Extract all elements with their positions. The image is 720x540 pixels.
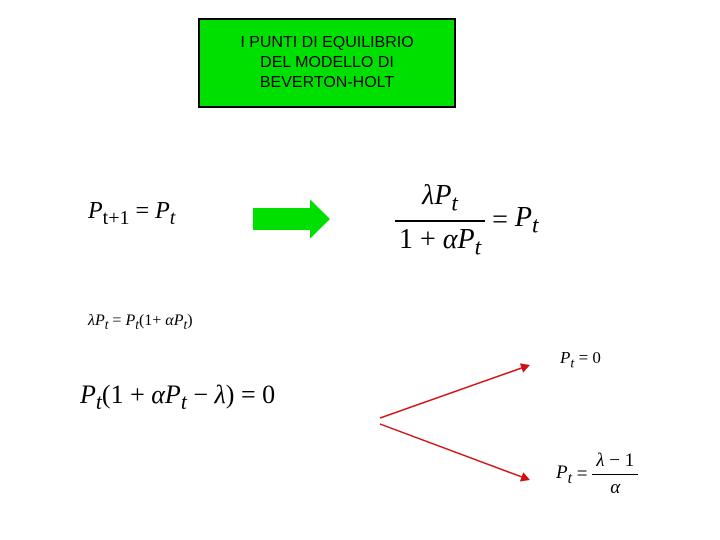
alpha: α (443, 224, 458, 255)
fraction: λ − 1 α (592, 450, 638, 499)
var-P: P (95, 312, 105, 329)
fraction-numerator: λ − 1 (592, 450, 638, 475)
var-P: P (556, 462, 568, 483)
result-arrow-1 (380, 363, 530, 418)
zero: 0 (262, 380, 275, 409)
one: 1 (399, 224, 413, 255)
implies-arrow (253, 199, 330, 239)
fraction-denominator: α (592, 475, 638, 499)
one: 1 (111, 380, 124, 409)
fraction-denominator: 1 + αPt (395, 222, 485, 262)
alpha: α (165, 312, 173, 329)
var-P: P (165, 380, 181, 409)
minus: − (187, 380, 215, 409)
title-box: I PUNTI DI EQUILIBRIO DEL MODELLO DI BEV… (198, 18, 456, 108)
open-paren: ( (102, 380, 111, 409)
minus: − (604, 450, 624, 471)
close-paren: ) (187, 312, 192, 329)
sub-t: t (170, 207, 176, 229)
equals-sign: = (130, 198, 156, 224)
equals-sign: = (234, 380, 262, 409)
sub-t: t (451, 191, 457, 217)
var-P: P (458, 224, 475, 255)
var-P: P (560, 348, 570, 367)
equation-expanded: λPt = Pt(1+ αPt) (88, 312, 193, 333)
lambda: λ (88, 312, 95, 329)
plus: + (413, 224, 443, 255)
equation-solution-zero: Pt = 0 (560, 348, 601, 372)
equals-sign: = (574, 348, 592, 367)
title-line-3: BEVERTON-HOLT (260, 73, 394, 93)
title-line-2: DEL MODELLO DI (260, 53, 394, 73)
sub-t: t (475, 234, 481, 260)
rhs: Pt (515, 202, 539, 233)
equals-sign: = (108, 312, 125, 329)
equation-equilibrium-condition: Pt+1 = Pt (88, 198, 175, 230)
lambda: λ (422, 180, 434, 211)
alpha: α (610, 477, 620, 498)
lambda: λ (215, 380, 226, 409)
plus: + (124, 380, 152, 409)
fraction: λPt 1 + αPt (395, 180, 485, 261)
equals-sign: = (492, 205, 515, 236)
result-arrow-2 (380, 424, 530, 481)
sub-t: t (532, 212, 538, 238)
var-P: P (125, 312, 135, 329)
equation-factored: Pt(1 + αPt − λ) = 0 (80, 380, 275, 415)
var-P: P (80, 380, 96, 409)
var-P: P (434, 180, 451, 211)
plus: + (152, 312, 165, 329)
equation-solution-nontrivial: Pt = λ − 1 α (556, 450, 638, 499)
var-P: P (155, 198, 170, 224)
var-P: P (515, 202, 532, 233)
one: 1 (625, 450, 635, 471)
lhs: Pt (556, 462, 572, 483)
title-line-1: I PUNTI DI EQUILIBRIO (240, 33, 413, 53)
fraction-numerator: λPt (395, 180, 485, 222)
equals-sign: = (572, 464, 592, 485)
alpha: α (151, 380, 165, 409)
equation-beverton-holt: λPt 1 + αPt = Pt (395, 180, 538, 261)
zero: 0 (592, 348, 601, 367)
var-P: P (88, 198, 103, 224)
sub-t-plus-1: t+1 (103, 207, 130, 229)
